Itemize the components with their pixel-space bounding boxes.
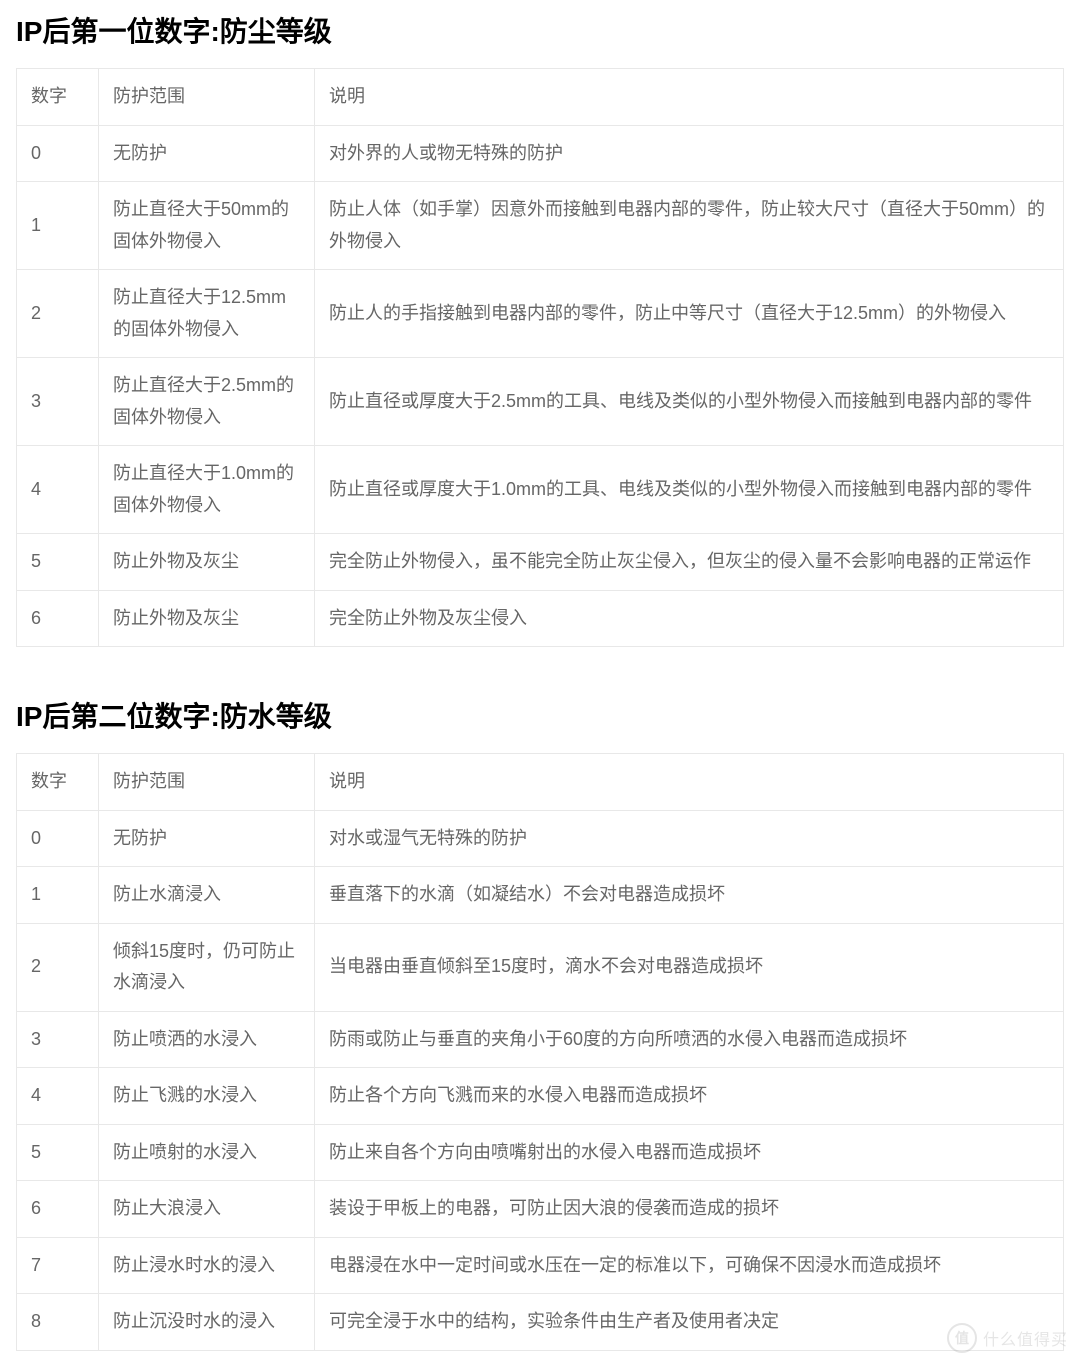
table-row: 1防止水滴浸入垂直落下的水滴（如凝结水）不会对电器造成损坏 <box>17 867 1064 924</box>
cell-desc: 防止人的手指接触到电器内部的零件，防止中等尺寸（直径大于12.5mm）的外物侵入 <box>315 270 1064 358</box>
col-num: 数字 <box>17 69 99 126</box>
cell-num: 0 <box>17 810 99 867</box>
table-header-row: 数字 防护范围 说明 <box>17 69 1064 126</box>
table-header-row: 数字 防护范围 说明 <box>17 754 1064 811</box>
cell-range: 防止直径大于12.5mm的固体外物侵入 <box>99 270 315 358</box>
col-num: 数字 <box>17 754 99 811</box>
cell-num: 1 <box>17 867 99 924</box>
cell-range: 防止直径大于1.0mm的固体外物侵入 <box>99 446 315 534</box>
watermark-text: 什么值得买 <box>983 1326 1068 1350</box>
watermark: 值 什么值得买 <box>947 1323 1068 1353</box>
cell-desc: 防止来自各个方向由喷嘴射出的水侵入电器而造成损坏 <box>315 1124 1064 1181</box>
table-row: 0无防护对水或湿气无特殊的防护 <box>17 810 1064 867</box>
cell-num: 3 <box>17 1011 99 1068</box>
table-row: 2防止直径大于12.5mm的固体外物侵入防止人的手指接触到电器内部的零件，防止中… <box>17 270 1064 358</box>
cell-desc: 完全防止外物侵入，虽不能完全防止灰尘侵入，但灰尘的侵入量不会影响电器的正常运作 <box>315 534 1064 591</box>
table-row: 3防止喷洒的水浸入防雨或防止与垂直的夹角小于60度的方向所喷洒的水侵入电器而造成… <box>17 1011 1064 1068</box>
dust-rating-table: 数字 防护范围 说明 0无防护对外界的人或物无特殊的防护1防止直径大于50mm的… <box>16 68 1064 647</box>
cell-range: 防止直径大于2.5mm的固体外物侵入 <box>99 358 315 446</box>
cell-range: 防止直径大于50mm的固体外物侵入 <box>99 182 315 270</box>
cell-range: 无防护 <box>99 810 315 867</box>
water-rating-table: 数字 防护范围 说明 0无防护对水或湿气无特殊的防护1防止水滴浸入垂直落下的水滴… <box>16 753 1064 1351</box>
cell-num: 1 <box>17 182 99 270</box>
table-row: 6防止外物及灰尘完全防止外物及灰尘侵入 <box>17 590 1064 647</box>
table-row: 4防止飞溅的水浸入防止各个方向飞溅而来的水侵入电器而造成损坏 <box>17 1068 1064 1125</box>
cell-num: 7 <box>17 1237 99 1294</box>
table-row: 5防止外物及灰尘完全防止外物侵入，虽不能完全防止灰尘侵入，但灰尘的侵入量不会影响… <box>17 534 1064 591</box>
table-row: 0无防护对外界的人或物无特殊的防护 <box>17 125 1064 182</box>
cell-desc: 防止直径或厚度大于1.0mm的工具、电线及类似的小型外物侵入而接触到电器内部的零… <box>315 446 1064 534</box>
col-desc: 说明 <box>315 754 1064 811</box>
cell-desc: 垂直落下的水滴（如凝结水）不会对电器造成损坏 <box>315 867 1064 924</box>
section1-title: IP后第一位数字:防尘等级 <box>16 10 1064 50</box>
cell-range: 防止喷射的水浸入 <box>99 1124 315 1181</box>
cell-num: 6 <box>17 590 99 647</box>
cell-desc: 防止人体（如手掌）因意外而接触到电器内部的零件，防止较大尺寸（直径大于50mm）… <box>315 182 1064 270</box>
table-row: 2倾斜15度时，仍可防止水滴浸入当电器由垂直倾斜至15度时，滴水不会对电器造成损… <box>17 923 1064 1011</box>
table-row: 3防止直径大于2.5mm的固体外物侵入防止直径或厚度大于2.5mm的工具、电线及… <box>17 358 1064 446</box>
col-range: 防护范围 <box>99 69 315 126</box>
cell-range: 无防护 <box>99 125 315 182</box>
cell-num: 8 <box>17 1294 99 1351</box>
cell-num: 3 <box>17 358 99 446</box>
cell-desc: 防止直径或厚度大于2.5mm的工具、电线及类似的小型外物侵入而接触到电器内部的零… <box>315 358 1064 446</box>
cell-num: 2 <box>17 270 99 358</box>
cell-num: 2 <box>17 923 99 1011</box>
col-desc: 说明 <box>315 69 1064 126</box>
table-row: 4防止直径大于1.0mm的固体外物侵入防止直径或厚度大于1.0mm的工具、电线及… <box>17 446 1064 534</box>
col-range: 防护范围 <box>99 754 315 811</box>
cell-num: 4 <box>17 1068 99 1125</box>
cell-range: 防止外物及灰尘 <box>99 534 315 591</box>
cell-desc: 对外界的人或物无特殊的防护 <box>315 125 1064 182</box>
cell-desc: 当电器由垂直倾斜至15度时，滴水不会对电器造成损坏 <box>315 923 1064 1011</box>
cell-range: 防止水滴浸入 <box>99 867 315 924</box>
cell-desc: 防雨或防止与垂直的夹角小于60度的方向所喷洒的水侵入电器而造成损坏 <box>315 1011 1064 1068</box>
cell-num: 6 <box>17 1181 99 1238</box>
cell-desc: 电器浸在水中一定时间或水压在一定的标准以下，可确保不因浸水而造成损坏 <box>315 1237 1064 1294</box>
cell-num: 4 <box>17 446 99 534</box>
cell-num: 5 <box>17 1124 99 1181</box>
table-row: 7防止浸水时水的浸入电器浸在水中一定时间或水压在一定的标准以下，可确保不因浸水而… <box>17 1237 1064 1294</box>
cell-num: 0 <box>17 125 99 182</box>
cell-range: 防止飞溅的水浸入 <box>99 1068 315 1125</box>
cell-range: 防止大浪浸入 <box>99 1181 315 1238</box>
watermark-badge-icon: 值 <box>947 1323 977 1353</box>
cell-range: 防止喷洒的水浸入 <box>99 1011 315 1068</box>
cell-desc: 防止各个方向飞溅而来的水侵入电器而造成损坏 <box>315 1068 1064 1125</box>
table-row: 8防止沉没时水的浸入可完全浸于水中的结构，实验条件由生产者及使用者决定 <box>17 1294 1064 1351</box>
cell-num: 5 <box>17 534 99 591</box>
table-row: 5防止喷射的水浸入防止来自各个方向由喷嘴射出的水侵入电器而造成损坏 <box>17 1124 1064 1181</box>
cell-range: 防止沉没时水的浸入 <box>99 1294 315 1351</box>
cell-range: 防止外物及灰尘 <box>99 590 315 647</box>
section2-title: IP后第二位数字:防水等级 <box>16 695 1064 735</box>
table-row: 6防止大浪浸入装设于甲板上的电器，可防止因大浪的侵袭而造成的损坏 <box>17 1181 1064 1238</box>
cell-desc: 对水或湿气无特殊的防护 <box>315 810 1064 867</box>
cell-range: 防止浸水时水的浸入 <box>99 1237 315 1294</box>
cell-desc: 完全防止外物及灰尘侵入 <box>315 590 1064 647</box>
table-row: 1防止直径大于50mm的固体外物侵入防止人体（如手掌）因意外而接触到电器内部的零… <box>17 182 1064 270</box>
cell-range: 倾斜15度时，仍可防止水滴浸入 <box>99 923 315 1011</box>
cell-desc: 装设于甲板上的电器，可防止因大浪的侵袭而造成的损坏 <box>315 1181 1064 1238</box>
